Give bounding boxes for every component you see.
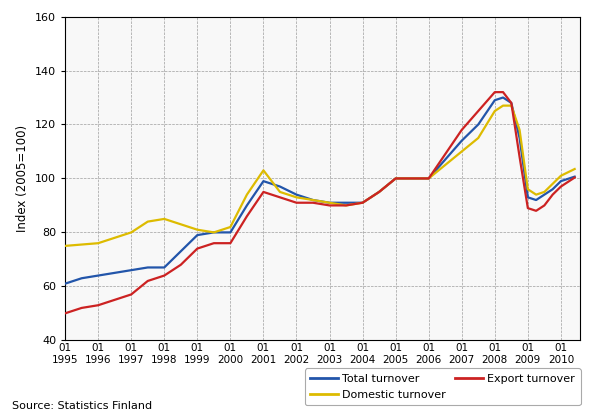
Line: Total turnover: Total turnover — [65, 98, 575, 284]
Export turnover — [571, 175, 578, 180]
Export turnover — [356, 201, 363, 206]
Total turnover — [62, 281, 69, 286]
Domestic turnover — [356, 201, 363, 206]
Total turnover — [571, 174, 578, 179]
Total turnover — [450, 148, 457, 153]
Export turnover — [62, 311, 69, 316]
Domestic turnover — [533, 192, 540, 197]
Legend: Total turnover, Domestic turnover, Export turnover: Total turnover, Domestic turnover, Expor… — [304, 369, 581, 405]
Y-axis label: Index (2005=100): Index (2005=100) — [17, 125, 30, 232]
Domestic turnover — [571, 166, 578, 171]
Total turnover — [533, 198, 540, 203]
Total turnover — [304, 196, 311, 201]
Domestic turnover — [378, 187, 385, 192]
Total turnover — [139, 266, 146, 271]
Export turnover — [304, 200, 311, 205]
Line: Export turnover: Export turnover — [65, 92, 575, 313]
Domestic turnover — [139, 223, 146, 228]
Line: Domestic turnover: Domestic turnover — [65, 105, 575, 246]
Total turnover — [378, 187, 385, 192]
Total turnover — [356, 200, 363, 205]
Domestic turnover — [62, 243, 69, 248]
Domestic turnover — [304, 197, 311, 202]
Export turnover — [450, 139, 457, 144]
Export turnover — [533, 208, 540, 213]
Domestic turnover — [450, 156, 457, 161]
Export turnover — [139, 283, 146, 288]
Text: Source: Statistics Finland: Source: Statistics Finland — [12, 401, 152, 411]
Total turnover — [500, 95, 507, 100]
Export turnover — [378, 187, 385, 192]
Domestic turnover — [500, 103, 507, 108]
Export turnover — [491, 90, 498, 95]
